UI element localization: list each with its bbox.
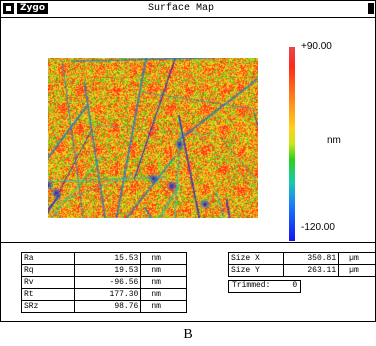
stat-unit: nm (140, 288, 187, 301)
stat-row: SRz 98.76 nm (21, 300, 187, 313)
system-menu-icon[interactable] (3, 3, 14, 14)
color-scale-max-label: +90.00 (301, 41, 332, 52)
stat-row: Rv -96.56 nm (21, 276, 187, 289)
size-table: Size X 350.81 µm Size Y 263.11 µm (227, 252, 376, 277)
size-x-unit: µm (338, 252, 376, 265)
stat-label: Ra (21, 252, 75, 265)
stat-unit: nm (140, 252, 187, 265)
size-x-value: 350.81 (283, 252, 340, 265)
window-control-icon[interactable] (368, 3, 374, 14)
stat-value: -96.56 (73, 276, 142, 289)
size-x-row: Size X 350.81 µm (227, 252, 376, 265)
stat-label: Rq (21, 264, 75, 277)
window-title: Surface Map (147, 3, 214, 14)
color-scale-min-label: -120.00 (301, 222, 335, 233)
stat-unit: nm (140, 264, 187, 277)
color-scale-bar (289, 47, 295, 241)
size-y-row: Size Y 263.11 µm (227, 264, 376, 277)
trimmed-label: Trimmed: (232, 281, 271, 290)
stat-unit: nm (140, 300, 187, 313)
figure-caption: B (183, 327, 193, 342)
stat-row: Rq 19.53 nm (21, 264, 187, 277)
trimmed-box: Trimmed: 0 (228, 280, 302, 293)
roughness-stats-table: Ra 15.53 nm Rq 19.53 nm Rv -96.56 nm Rt … (21, 252, 187, 313)
stat-label: Rt (21, 288, 75, 301)
plot-area: +90.00 nm -120.00 (1, 18, 375, 243)
size-x-label: Size X (227, 252, 285, 265)
stat-label: SRz (21, 300, 75, 313)
stat-row: Ra 15.53 nm (21, 252, 187, 265)
size-y-label: Size Y (227, 264, 285, 277)
trimmed-value: 0 (292, 281, 298, 290)
color-scale-unit-label: nm (327, 135, 341, 146)
stat-value: 19.53 (73, 264, 142, 277)
stat-value: 98.76 (73, 300, 142, 313)
stat-unit: nm (140, 276, 187, 289)
stat-value: 177.30 (73, 288, 142, 301)
stat-value: 15.53 (73, 252, 142, 265)
zygo-logo: Zygo (17, 3, 49, 14)
stat-label: Rv (21, 276, 75, 289)
title-bar[interactable]: Zygo Surface Map (1, 1, 375, 18)
size-y-unit: µm (338, 264, 376, 277)
size-y-value: 263.11 (283, 264, 340, 277)
surface-map-image[interactable] (48, 58, 258, 218)
stat-row: Rt 177.30 nm (21, 288, 187, 301)
